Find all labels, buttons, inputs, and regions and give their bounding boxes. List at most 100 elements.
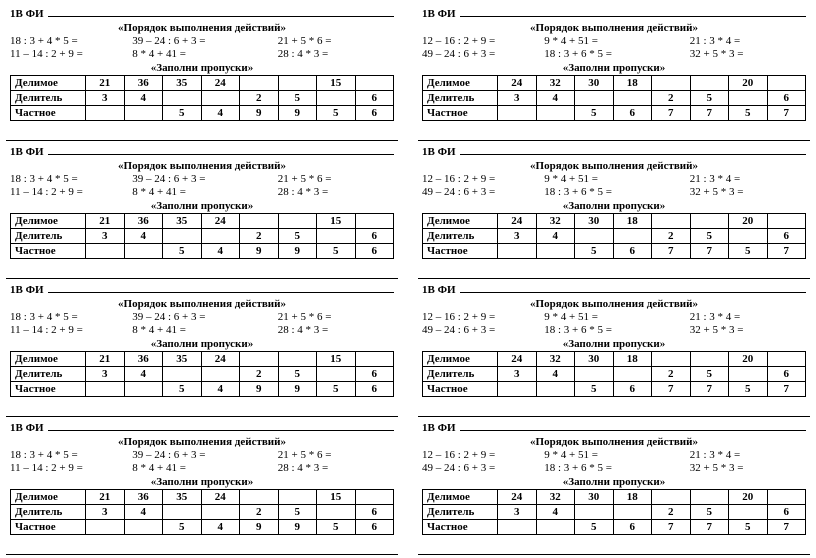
- row-header: Делимое: [11, 490, 86, 505]
- name-label: 1В ФИ: [10, 146, 44, 159]
- cell: 4: [124, 505, 163, 520]
- expressions: 12 – 16 : 2 + 9 =9 * 4 + 51 =21 : 3 * 4 …: [422, 173, 806, 198]
- cell: [317, 229, 356, 244]
- cell: [729, 229, 768, 244]
- cell: 9: [278, 520, 317, 535]
- cell: 21: [86, 490, 125, 505]
- cell: [767, 76, 806, 91]
- cell: [163, 505, 202, 520]
- cell: [690, 214, 729, 229]
- cell: [201, 229, 240, 244]
- fill-title: «Заполни пропуски»: [422, 338, 806, 351]
- cell: 7: [652, 520, 691, 535]
- cell: 3: [86, 505, 125, 520]
- expression: 21 + 5 * 6 =: [278, 173, 394, 186]
- cell: [201, 91, 240, 106]
- order-title: «Порядок выполнения действий»: [10, 160, 394, 173]
- cell: 3: [86, 367, 125, 382]
- expression: 11 – 14 : 2 + 9 =: [10, 186, 126, 199]
- cell: [317, 505, 356, 520]
- cell: 5: [317, 106, 356, 121]
- cell: 5: [729, 106, 768, 121]
- expression: 39 – 24 : 6 + 3 =: [132, 35, 272, 48]
- row-header: Частное: [11, 520, 86, 535]
- expressions: 18 : 3 + 4 * 5 =39 – 24 : 6 + 3 =21 + 5 …: [10, 311, 394, 336]
- cell: [536, 106, 575, 121]
- worksheet-card: 1В ФИ«Порядок выполнения действий»12 – 1…: [422, 282, 806, 414]
- cell: [278, 490, 317, 505]
- name-label: 1В ФИ: [422, 422, 456, 435]
- cell: [201, 367, 240, 382]
- expressions: 18 : 3 + 4 * 5 =39 – 24 : 6 + 3 =21 + 5 …: [10, 173, 394, 198]
- cell: 5: [575, 382, 614, 397]
- fill-title: «Заполни пропуски»: [422, 200, 806, 213]
- cell: 7: [690, 106, 729, 121]
- cell: 20: [729, 76, 768, 91]
- name-row: 1В ФИ: [10, 6, 394, 21]
- expression: 49 – 24 : 6 + 3 =: [422, 324, 538, 337]
- expression: 39 – 24 : 6 + 3 =: [132, 173, 272, 186]
- cell: 6: [355, 244, 394, 259]
- expression: 21 : 3 * 4 =: [690, 173, 806, 186]
- cell: [729, 505, 768, 520]
- cell: [86, 382, 125, 397]
- cell: 6: [355, 91, 394, 106]
- name-underline: [48, 6, 394, 17]
- cell: [278, 352, 317, 367]
- cell: 32: [536, 352, 575, 367]
- name-row: 1В ФИ: [10, 144, 394, 159]
- name-underline: [460, 282, 806, 293]
- cell: 20: [729, 490, 768, 505]
- expression: 32 + 5 * 3 =: [690, 324, 806, 337]
- cell: 36: [124, 76, 163, 91]
- name-underline: [48, 282, 394, 293]
- cell: 18: [613, 352, 652, 367]
- cell: 5: [575, 244, 614, 259]
- expression: 8 * 4 + 41 =: [132, 324, 272, 337]
- expression: 21 + 5 * 6 =: [278, 35, 394, 48]
- cell: [652, 76, 691, 91]
- fill-title: «Заполни пропуски»: [10, 338, 394, 351]
- cell: 24: [201, 76, 240, 91]
- cell: [317, 367, 356, 382]
- cell: 4: [201, 244, 240, 259]
- name-label: 1В ФИ: [422, 284, 456, 297]
- cell: 5: [163, 244, 202, 259]
- cell: [575, 229, 614, 244]
- cell: 35: [163, 214, 202, 229]
- row-header: Делимое: [423, 76, 498, 91]
- cell: 5: [278, 229, 317, 244]
- fill-title: «Заполни пропуски»: [422, 62, 806, 75]
- fill-table: Делимое2136352415Делитель34256Частное549…: [10, 489, 394, 535]
- expression: 18 : 3 + 4 * 5 =: [10, 449, 126, 462]
- cell: 7: [690, 382, 729, 397]
- expression: 39 – 24 : 6 + 3 =: [132, 449, 272, 462]
- cell: 5: [278, 91, 317, 106]
- expression: 18 : 3 + 6 * 5 =: [544, 324, 684, 337]
- name-row: 1В ФИ: [422, 144, 806, 159]
- order-title: «Порядок выполнения действий»: [10, 436, 394, 449]
- cell: 18: [613, 490, 652, 505]
- order-title: «Порядок выполнения действий»: [10, 298, 394, 311]
- expression: 11 – 14 : 2 + 9 =: [10, 462, 126, 475]
- cell: [613, 229, 652, 244]
- expression: 18 : 3 + 4 * 5 =: [10, 35, 126, 48]
- cell: [355, 490, 394, 505]
- cell: 21: [86, 352, 125, 367]
- cell: 4: [536, 505, 575, 520]
- worksheet-card: 1В ФИ«Порядок выполнения действий»18 : 3…: [10, 6, 394, 138]
- expression: 12 – 16 : 2 + 9 =: [422, 35, 538, 48]
- cell: 4: [201, 106, 240, 121]
- expression: 28 : 4 * 3 =: [278, 48, 394, 61]
- name-row: 1В ФИ: [422, 6, 806, 21]
- cell: [355, 76, 394, 91]
- expressions: 18 : 3 + 4 * 5 =39 – 24 : 6 + 3 =21 + 5 …: [10, 449, 394, 474]
- fill-table: Делимое2136352415Делитель34256Частное549…: [10, 213, 394, 259]
- cell: [124, 520, 163, 535]
- cell: 5: [729, 244, 768, 259]
- row-header: Частное: [423, 520, 498, 535]
- cell: 30: [575, 214, 614, 229]
- expressions: 12 – 16 : 2 + 9 =9 * 4 + 51 =21 : 3 * 4 …: [422, 311, 806, 336]
- name-underline: [460, 6, 806, 17]
- row-header: Делитель: [11, 367, 86, 382]
